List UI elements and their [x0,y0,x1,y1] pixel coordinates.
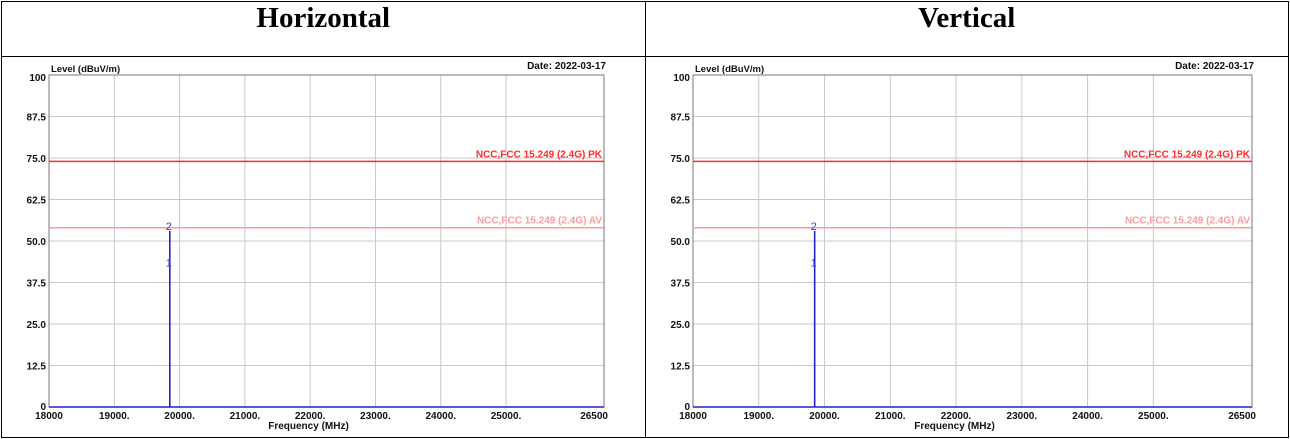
chart-1-x-tick-label: 19000. [743,411,774,422]
emission-chart-horizontal: 0 12.5 25.0 37.5 50.0 62.5 75.0 87.5 100 18000 190… [27,61,609,432]
chart-0-limit-line-label-1: NCC,FCC 15.249 (2.4G) AV [477,216,602,227]
chart-0-series-line-0 [49,231,604,408]
chart-0-y-tick-label: 62.5 [27,196,47,207]
chart-0-y-tick-label: 75.0 [27,154,47,165]
chart-0-y-tick-label: 0 [40,402,46,413]
chart-1-x-tick-label: 24000. [1072,411,1103,422]
chart-1-y-tick-label: 50.0 [670,237,690,248]
chart-1-y-tick-label: 75.0 [670,154,690,165]
chart-0-x-tick-label: 24000. [425,411,456,422]
panel-title-horizontal: Horizontal [256,2,391,34]
panel-title-vertical: Vertical [918,2,1016,34]
chart-0-x-tick-label: 22000. [295,411,326,422]
emission-chart-vertical: 0 12.5 25.0 37.5 50.0 62.5 75.0 87.5 100 18000 190… [670,61,1256,432]
chart-1-y-tick-label: 25.0 [670,320,690,331]
chart-cell-vertical: 0 12.5 25.0 37.5 50.0 62.5 75.0 87.5 100 18000 190… [644,56,1289,438]
chart-1-y-axis-label: Level (dBuV/m) [695,64,764,75]
chart-1-series-line-0 [692,231,1252,408]
chart-1-y-tick-label: 37.5 [670,279,690,290]
chart-1-marker-label-1: 1 [810,258,816,270]
chart-0-y-tick-label: 100 [29,73,46,84]
chart-1-x-tick-label: 23000. [1006,411,1037,422]
chart-0-x-axis-label: Frequency (MHz) [268,421,349,432]
chart-1-marker-label-2: 2 [810,221,816,233]
chart-0-x-tick-label: 25000. [491,411,522,422]
chart-1-x-tick-label: 21000. [874,411,905,422]
chart-0-date-label: Date: 2022-03-17 [527,61,606,72]
chart-0-x-tick-label: 21000. [230,411,261,422]
chart-0-x-tick-label: 26500 [580,411,608,422]
chart-1-date-label: Date: 2022-03-17 [1175,61,1254,72]
chart-1-y-tick-label: 62.5 [670,196,690,207]
chart-0-y-tick-label: 12.5 [27,362,47,373]
chart-0-x-tick-label: 19000. [99,411,130,422]
chart-0-y-tick-label: 50.0 [27,237,47,248]
chart-1-x-tick-label: 25000. [1138,411,1169,422]
chart-0-x-tick-label: 23000. [360,411,391,422]
chart-cell-horizontal: 0 12.5 25.0 37.5 50.0 62.5 75.0 87.5 100 18000 190… [1,56,646,438]
chart-0-limit-line-label-0: NCC,FCC 15.249 (2.4G) PK [476,149,603,160]
chart-1-x-tick-label: 22000. [940,411,971,422]
chart-1-x-tick-label: 18000 [679,411,707,422]
chart-1-y-tick-label: 0 [684,402,690,413]
chart-0-y-axis-label: Level (dBuV/m) [51,64,120,75]
header-cell-horizontal: Horizontal [1,1,646,57]
chart-0-x-tick-label: 18000 [35,411,63,422]
chart-1-y-tick-label: 87.5 [670,113,690,124]
chart-1-limit-line-label-1: NCC,FCC 15.249 (2.4G) AV [1124,216,1249,227]
chart-0-x-tick-label: 20000. [164,411,195,422]
chart-1-x-tick-label: 26500 [1228,411,1256,422]
chart-1-y-tick-label: 12.5 [670,362,690,373]
chart-1-y-tick-label: 100 [673,73,690,84]
chart-1-x-tick-label: 20000. [809,411,840,422]
chart-0-y-tick-label: 25.0 [27,320,47,331]
chart-0-marker-label-1: 1 [166,258,172,270]
chart-0-y-tick-label: 37.5 [27,279,47,290]
chart-1-limit-line-label-0: NCC,FCC 15.249 (2.4G) PK [1123,149,1250,160]
chart-0-marker-label-2: 2 [166,221,172,233]
header-cell-vertical: Vertical [644,1,1289,57]
chart-1-x-axis-label: Frequency (MHz) [914,421,995,432]
chart-0-y-tick-label: 87.5 [27,113,47,124]
